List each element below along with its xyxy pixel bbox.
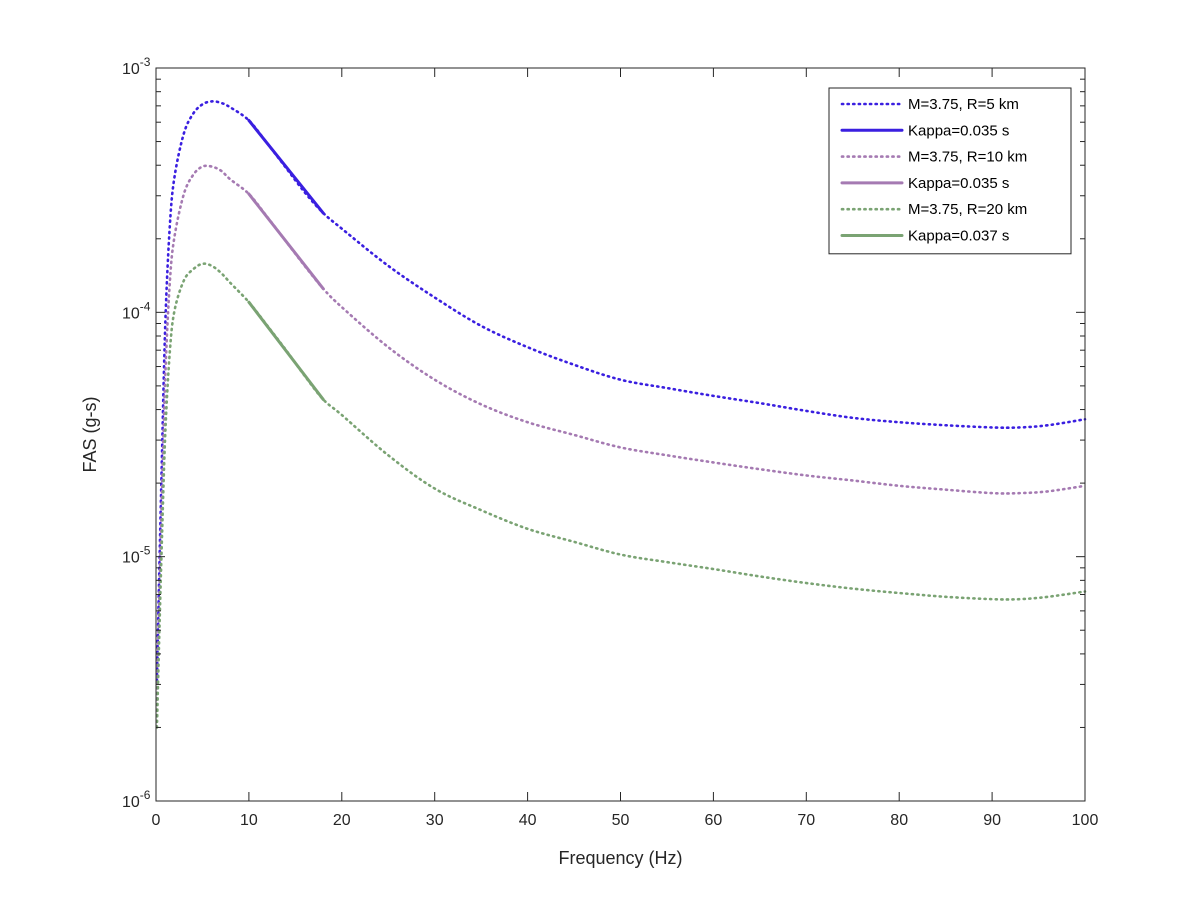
legend-entry-4: Kappa=0.035 s [908, 175, 1009, 192]
legend-entry-3: M=3.75, R=10 km [908, 149, 1027, 166]
x-tick-label: 10 [240, 812, 258, 829]
series-layer [155, 100, 1087, 729]
legend: M=3.75, R=5 km Kappa=0.035 s M=3.75, R=10 … [828, 87, 1072, 255]
x-tick-label: 20 [333, 812, 351, 829]
series-line-1 [155, 100, 1087, 683]
x-tick-label: 90 [983, 812, 1001, 829]
x-tick-label: 0 [152, 812, 161, 829]
series-line-6 [247, 300, 325, 401]
legend-box [828, 87, 1072, 255]
x-axis-ticks: 0 10 20 30 40 50 60 70 80 90 100 [152, 68, 1099, 829]
legend-entry-6: Kappa=0.037 s [908, 228, 1009, 245]
y-tick-label: 10-4 [122, 299, 151, 322]
legend-entry-2: Kappa=0.035 s [908, 122, 1009, 139]
legend-entry-5: M=3.75, R=20 km [908, 201, 1027, 218]
x-tick-label: 50 [612, 812, 630, 829]
y-axis-ticks: 10-6 10-5 10-4 10-3 [122, 55, 1085, 811]
series-line-2 [247, 118, 325, 215]
y-axis-label: FAS (g-s) [80, 396, 100, 472]
y-tick-label: 10-5 [122, 544, 151, 567]
x-axis-label: Frequency (Hz) [558, 848, 682, 868]
x-tick-label: 100 [1072, 812, 1099, 829]
series-line-4 [247, 192, 325, 291]
x-tick-label: 70 [797, 812, 815, 829]
x-tick-label: 80 [890, 812, 908, 829]
series-line-5 [155, 262, 1087, 729]
x-tick-label: 40 [519, 812, 537, 829]
y-tick-label: 10-3 [122, 55, 151, 78]
x-tick-label: 60 [705, 812, 723, 829]
y-tick-label: 10-6 [122, 788, 151, 811]
x-tick-label: 30 [426, 812, 444, 829]
series-line-3 [155, 164, 1087, 701]
legend-entry-1: M=3.75, R=5 km [908, 96, 1019, 113]
